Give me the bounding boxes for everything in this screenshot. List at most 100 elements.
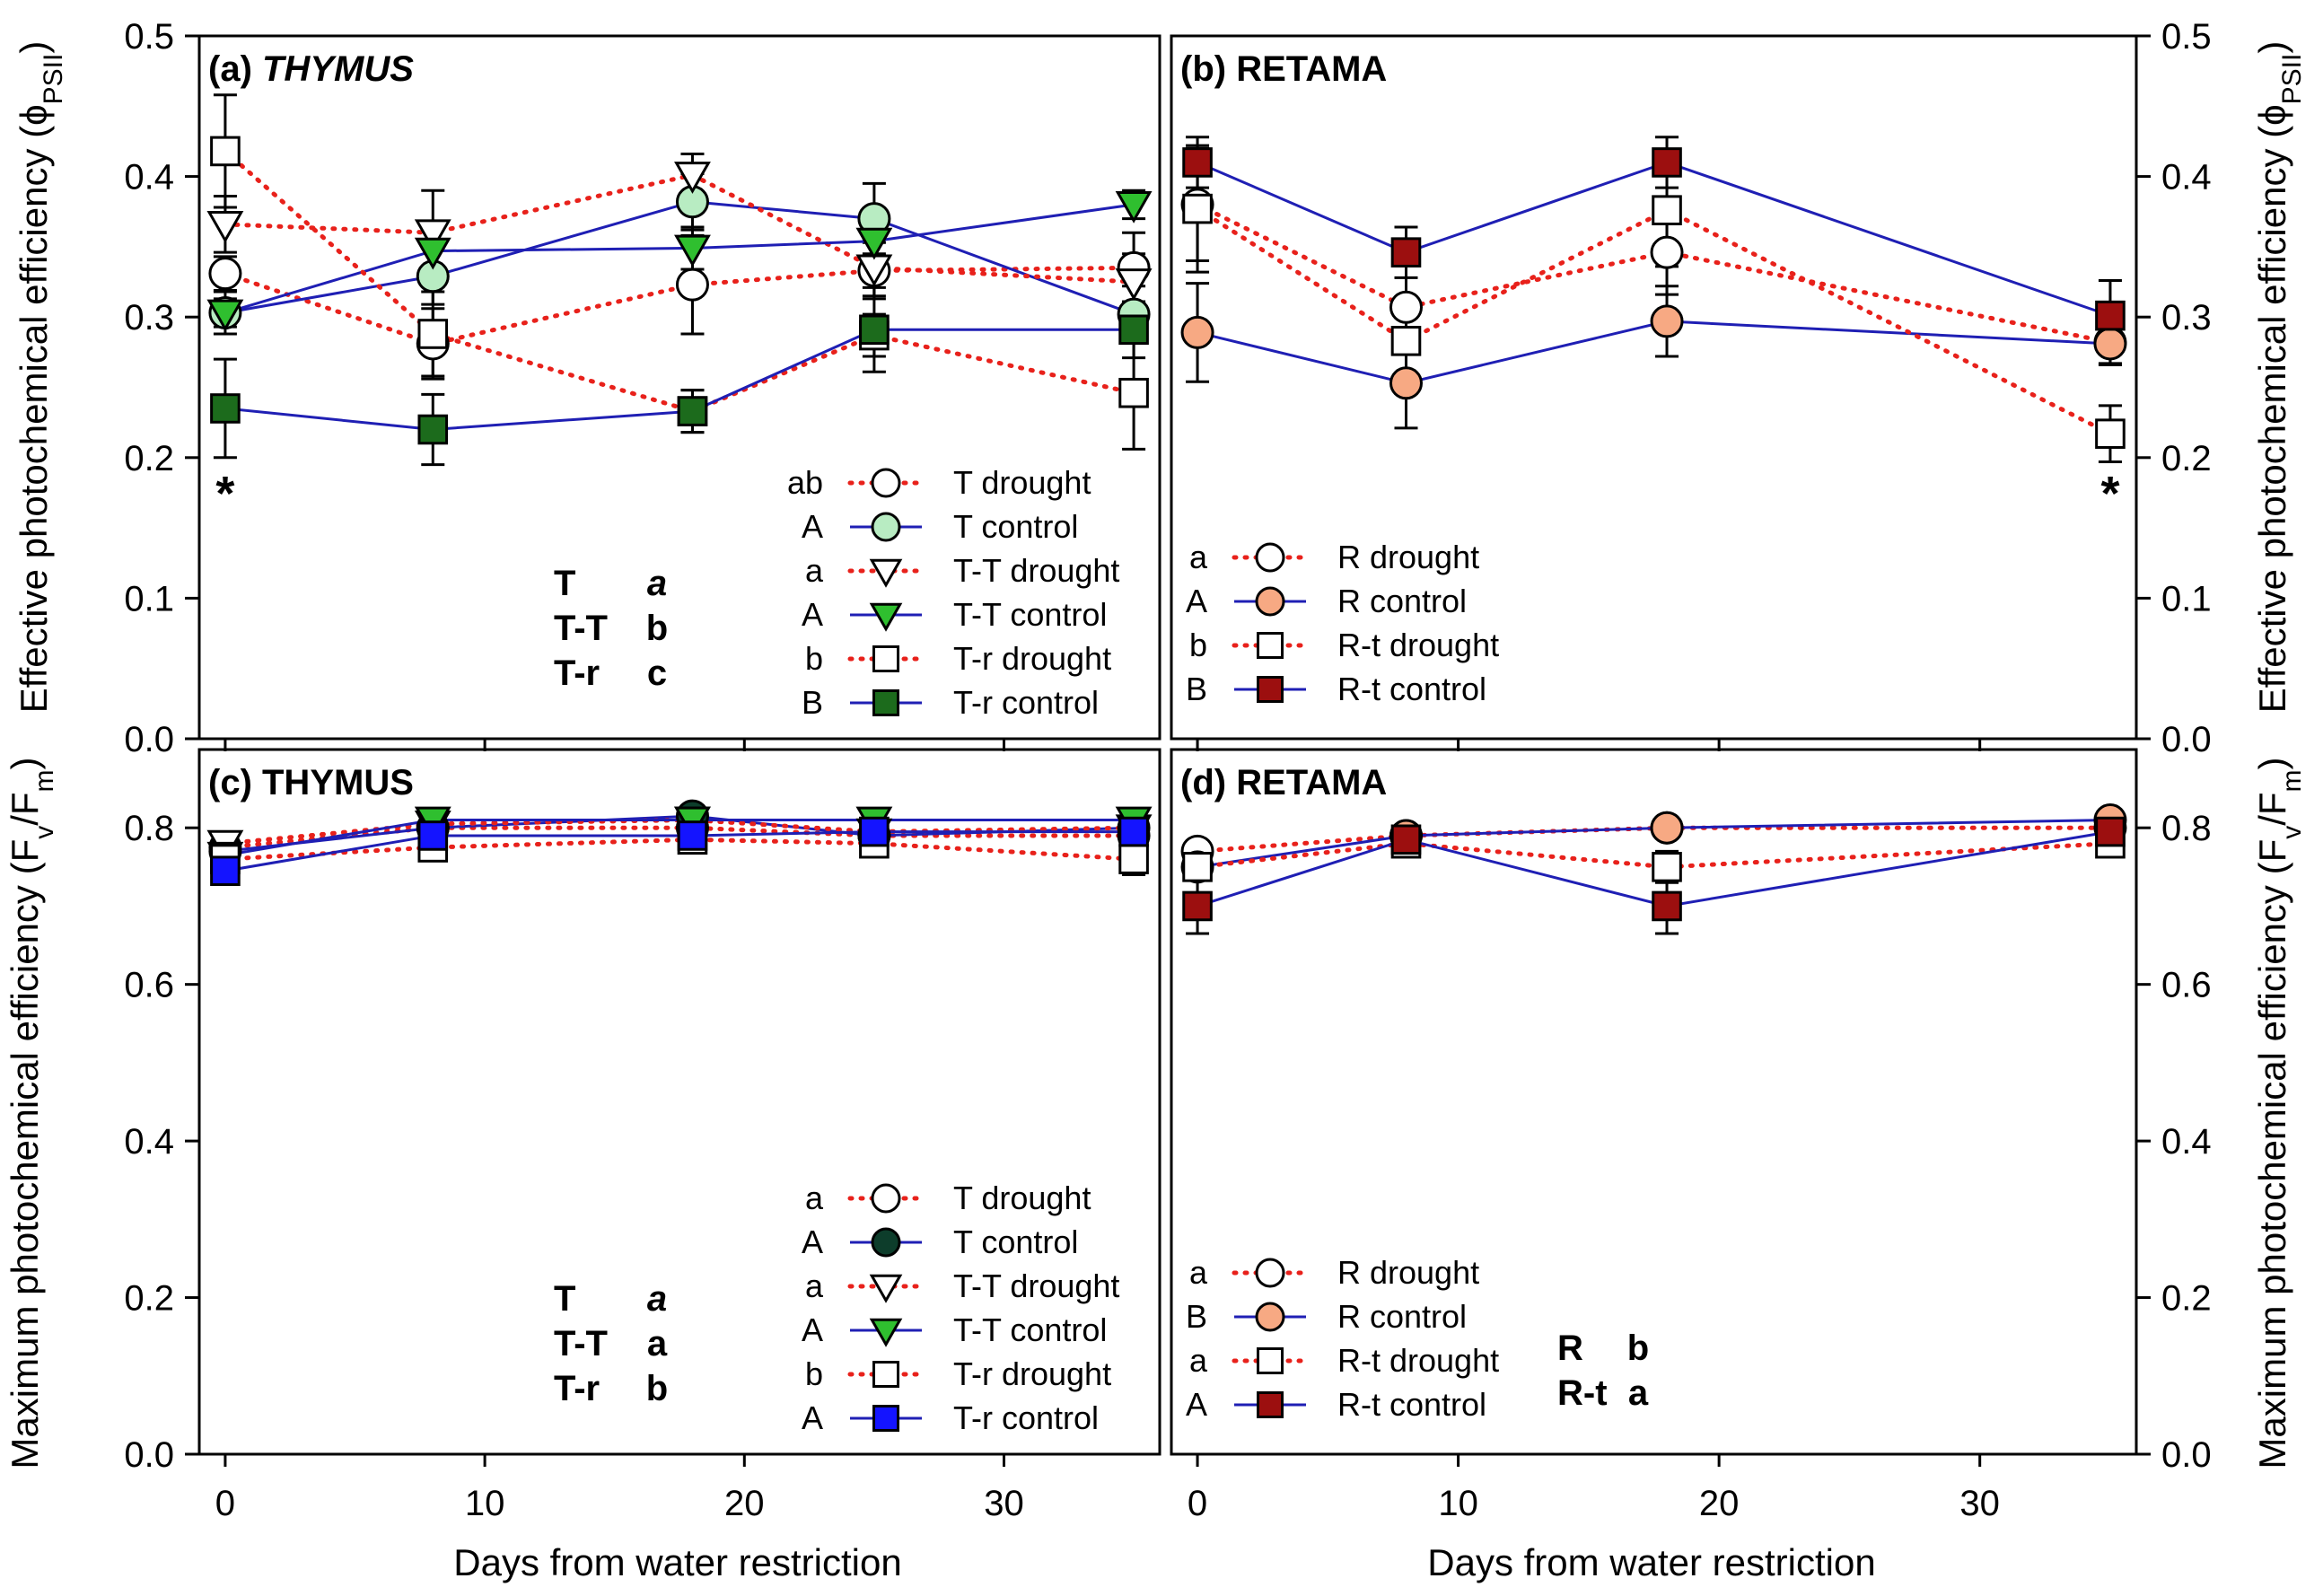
data-point bbox=[1182, 147, 1213, 178]
legend-marker bbox=[1257, 1347, 1284, 1374]
plot-frame bbox=[1170, 748, 2138, 1456]
legend-label: T-r control bbox=[953, 1399, 1099, 1436]
x-axis-label-right: Days from water restriction bbox=[1427, 1541, 1875, 1583]
legend-marker bbox=[872, 1361, 899, 1388]
plot-frame bbox=[1170, 34, 2138, 741]
x-tick-label: 30 bbox=[984, 1484, 1024, 1523]
legend-marker bbox=[1255, 586, 1285, 617]
x-tick-label: 20 bbox=[1699, 1484, 1740, 1523]
stat-letter: c bbox=[647, 653, 667, 693]
y-tick-label: 0.3 bbox=[124, 298, 174, 338]
data-point bbox=[1390, 326, 1422, 356]
y-tick-label: 0.0 bbox=[124, 720, 174, 759]
y-tick-label: 0.0 bbox=[2161, 1435, 2212, 1475]
x-tick-label: 0 bbox=[1188, 1484, 1207, 1523]
legend-label: R drought bbox=[1337, 539, 1479, 575]
legend-marker bbox=[871, 512, 901, 542]
data-point bbox=[208, 257, 242, 291]
legend-marker bbox=[871, 1183, 901, 1214]
legend-letter: a bbox=[805, 1179, 824, 1216]
legend-marker bbox=[869, 602, 903, 632]
data-point bbox=[1115, 191, 1153, 224]
data-point bbox=[1652, 890, 1682, 922]
legend-label: T-r drought bbox=[953, 640, 1111, 677]
x-tick-label: 30 bbox=[1959, 1484, 2000, 1523]
legend-label: T-r drought bbox=[953, 1355, 1111, 1392]
legend-marker bbox=[871, 1227, 901, 1258]
data-point bbox=[677, 396, 708, 426]
stat-letter: a bbox=[647, 1324, 668, 1364]
legend-label: R drought bbox=[1337, 1254, 1479, 1291]
data-point bbox=[417, 319, 449, 349]
legend-label: R control bbox=[1337, 583, 1467, 619]
legend-label: R-t drought bbox=[1337, 1342, 1499, 1379]
data-point bbox=[677, 820, 708, 851]
stat-group: T bbox=[554, 1279, 575, 1319]
legend-marker bbox=[872, 645, 899, 672]
legend-letter: a bbox=[1189, 1342, 1208, 1379]
data-point bbox=[1118, 377, 1149, 408]
legend-marker bbox=[1257, 1391, 1284, 1418]
stat-group: R-t bbox=[1557, 1373, 1608, 1413]
x-axis-label-left: Days from water restriction bbox=[453, 1541, 901, 1583]
stat-group: T bbox=[554, 564, 575, 603]
data-point bbox=[1180, 315, 1214, 349]
data-point bbox=[675, 267, 709, 302]
stat-letter: b bbox=[1627, 1329, 1649, 1368]
data-point bbox=[2093, 327, 2127, 361]
legend-label: R control bbox=[1337, 1298, 1467, 1335]
data-point bbox=[1182, 890, 1213, 922]
series-line bbox=[1197, 320, 2111, 385]
y-axis-label-top-left: Effective photochemical efficiency (ϕPSI… bbox=[13, 41, 68, 714]
y-tick-label: 0.5 bbox=[2161, 17, 2212, 57]
legend-marker bbox=[872, 689, 899, 716]
legend-letter: B bbox=[1186, 671, 1207, 707]
y-tick-label: 0.5 bbox=[124, 17, 174, 57]
y-tick-label: 0.8 bbox=[124, 809, 174, 848]
legend-marker bbox=[1255, 1258, 1285, 1288]
data-point bbox=[417, 820, 449, 851]
data-point bbox=[1182, 193, 1213, 224]
legend-letter: ab bbox=[787, 464, 823, 501]
legend-letter: a bbox=[805, 552, 824, 589]
legend-letter: b bbox=[805, 1355, 823, 1392]
legend-label: T-r control bbox=[953, 684, 1099, 721]
plot-frame bbox=[197, 34, 1162, 741]
legend-marker bbox=[871, 468, 901, 498]
legend-letter: A bbox=[802, 508, 823, 545]
data-point bbox=[1652, 147, 1682, 178]
data-point bbox=[859, 314, 890, 346]
panel-title: (d) RETAMA bbox=[1180, 763, 1387, 802]
data-point bbox=[414, 219, 451, 252]
y-tick-label: 0.8 bbox=[2161, 809, 2212, 848]
y-tick-label: 0.0 bbox=[124, 1435, 174, 1475]
series-line bbox=[1195, 206, 2113, 436]
legend-marker bbox=[1255, 542, 1285, 573]
legend-label: T-T control bbox=[953, 596, 1107, 633]
data-point bbox=[855, 227, 893, 260]
x-tick-label: 20 bbox=[724, 1484, 765, 1523]
data-point bbox=[1650, 304, 1684, 338]
legend-marker bbox=[869, 558, 903, 588]
legend-letter: a bbox=[1189, 539, 1208, 575]
legend-letter: a bbox=[1189, 1254, 1208, 1291]
y-tick-label: 0.2 bbox=[124, 1279, 174, 1319]
y-tick-label: 0.2 bbox=[124, 439, 174, 478]
data-point bbox=[1115, 268, 1153, 301]
panel-c: 0.0 0.2 0.4 0.6 0.8 0 10 20 30 (c) THYMUS a T droug… bbox=[124, 748, 1162, 1523]
legend-marker bbox=[869, 1274, 903, 1303]
significance-star: * bbox=[215, 467, 234, 521]
y-tick-label: 0.3 bbox=[2161, 298, 2212, 338]
legend-marker bbox=[869, 1318, 903, 1347]
legend-label: R-t control bbox=[1337, 1386, 1486, 1423]
legend-letter: A bbox=[1186, 1386, 1207, 1423]
legend-label: T drought bbox=[953, 464, 1091, 501]
legend-letter: A bbox=[802, 596, 823, 633]
data-point bbox=[1182, 852, 1213, 882]
y-tick-label: 0.2 bbox=[2161, 439, 2212, 478]
series-line bbox=[223, 172, 1136, 285]
y-tick-label: 0.4 bbox=[124, 158, 174, 197]
series-line bbox=[1197, 830, 2111, 908]
legend-letter: a bbox=[805, 1267, 824, 1304]
